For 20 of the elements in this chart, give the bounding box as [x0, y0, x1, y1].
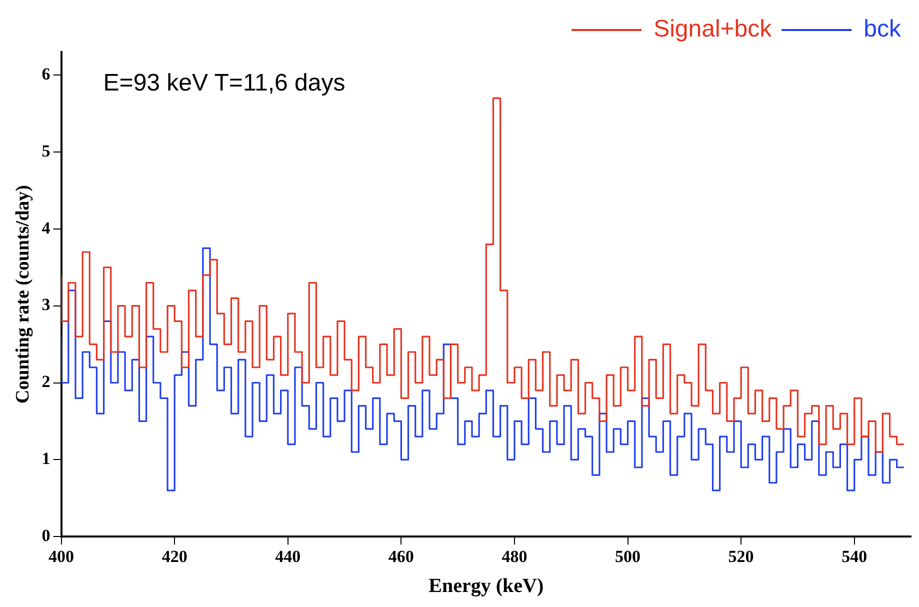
x-tick-label: 540 — [842, 547, 868, 566]
x-tick-label: 460 — [388, 547, 414, 566]
legend-label: bck — [864, 16, 902, 43]
y-axis-title: Counting rate (counts/day) — [12, 185, 34, 404]
annotation: E=93 keV T=11,6 days — [103, 70, 346, 97]
y-tick-label: 1 — [42, 449, 50, 468]
y-tick-label: 6 — [42, 64, 50, 84]
legend-label: Signal+bck — [654, 16, 773, 43]
x-axis-title: Energy (keV) — [428, 575, 544, 598]
x-tick-label: 440 — [275, 547, 301, 566]
x-tick-label: 420 — [162, 547, 188, 566]
y-tick-label: 4 — [42, 218, 51, 238]
y-tick-label: 0 — [42, 526, 50, 545]
x-tick-label: 500 — [615, 547, 641, 566]
y-tick-label: 5 — [42, 141, 50, 160]
x-tick-label: 520 — [728, 547, 754, 566]
y-tick-label: 2 — [42, 372, 50, 392]
x-tick-label: 400 — [48, 547, 74, 566]
y-tick-label: 3 — [42, 295, 50, 314]
x-tick-label: 480 — [502, 547, 528, 566]
